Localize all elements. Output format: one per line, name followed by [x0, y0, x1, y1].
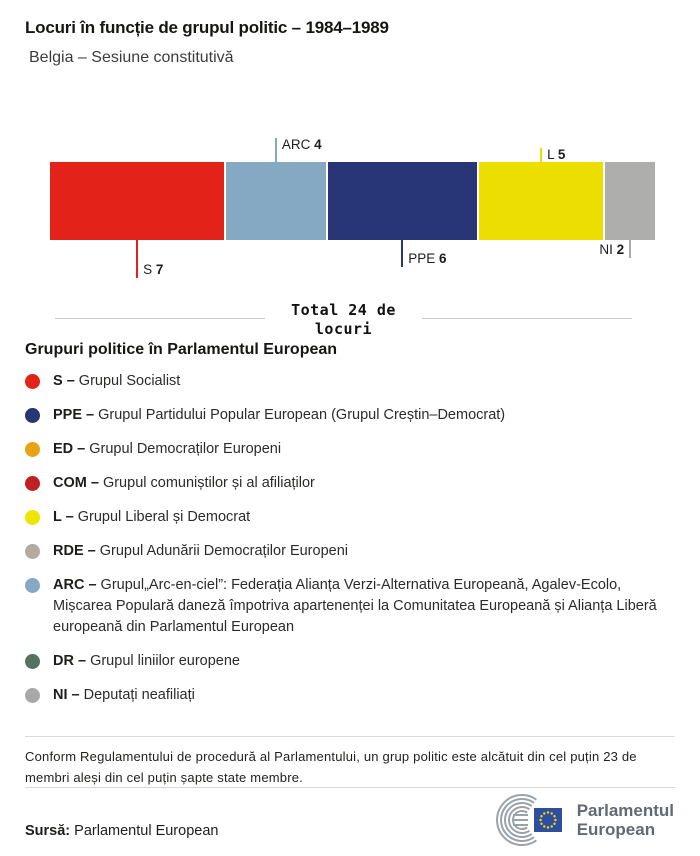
legend-dot-rde: [25, 544, 40, 559]
legend-item-rde: RDE – Grupul Adunării Democraților Europ…: [25, 541, 677, 562]
legend-dot-ni: [25, 688, 40, 703]
legend-label-ppe: PPE – Grupul Partidului Popular European…: [53, 407, 506, 423]
footnote-text: Conform Regulamentului de procedură al P…: [25, 749, 637, 785]
legend-label-l: L – Grupul Liberal și Democrat: [53, 509, 251, 525]
bar-tick-ppe: [401, 240, 404, 267]
legend-item-l: L – Grupul Liberal și Democrat: [25, 507, 677, 528]
logo-line1: Parlamentul: [576, 801, 674, 820]
legend-list: S – Grupul Socialist PPE – Grupul Partidu…: [25, 371, 677, 719]
logo-wordmark: Parlamentul European: [577, 801, 674, 839]
total-seats-label: Total 24 de locuri: [265, 301, 422, 338]
page-title: Locuri în funcție de grupul politic – 19…: [25, 18, 389, 37]
legend-dot-arc: [25, 578, 40, 593]
total-seats-divider: Total 24 de locuri: [55, 301, 632, 338]
hemicycle-eu-flag-icon: [495, 794, 562, 846]
bar-label-arc: ARC 4: [281, 137, 322, 152]
total-seats-line2: locuri: [314, 319, 373, 338]
legend-dot-dr: [25, 654, 40, 669]
legend-heading: Grupuri politice în Parlamentul European: [25, 341, 338, 358]
source-line: Sursă: Parlamentul European: [25, 823, 218, 839]
bar-segment-ni[interactable]: [605, 162, 655, 240]
legend-label-arc: ARC – Grupul„Arc-en-ciel”: Federația Ali…: [53, 577, 657, 635]
eu-flag-stars: [538, 811, 557, 829]
bar-tick-s: [136, 240, 139, 278]
source-value: Parlamentul European: [74, 823, 219, 839]
bar-tick-ni: [629, 240, 632, 258]
logo-line2: European: [576, 820, 656, 839]
legend-label-ni: NI – Deputați neafiliați: [53, 687, 195, 703]
legend-dot-com: [25, 476, 40, 491]
legend-label-dr: DR – Grupul liniilor europene: [53, 653, 240, 669]
source-label: Sursă:: [25, 823, 71, 839]
bar-label-l: L 5: [547, 147, 566, 162]
seat-bar: [50, 162, 655, 240]
bar-segment-s[interactable]: [50, 162, 225, 240]
legend-label-rde: RDE – Grupul Adunării Democraților Europ…: [53, 543, 348, 559]
bar-segment-ppe[interactable]: [327, 162, 477, 240]
legend-dot-l: [25, 510, 40, 525]
seat-bar-chart: S 7 ARC 4 PPE 6 L 5 NI 2: [50, 135, 655, 285]
bar-tick-l: [540, 148, 543, 162]
legend-label-com: COM – Grupul comuniștilor și al afiliați…: [53, 475, 315, 491]
legend-item-arc: ARC – Grupul„Arc-en-ciel”: Federația Ali…: [25, 575, 677, 638]
bar-segment-arc[interactable]: [226, 162, 326, 240]
bar-segment-l[interactable]: [478, 162, 604, 240]
legend-dot-ppe: [25, 408, 40, 423]
european-parliament-logo: Parlamentul European: [492, 794, 674, 846]
legend-item-com: COM – Grupul comuniștilor și al afiliați…: [25, 473, 677, 494]
legend-label-ed: ED – Grupul Democraților Europeni: [53, 441, 282, 457]
legend-dot-s: [25, 374, 40, 389]
legend-item-s: S – Grupul Socialist: [25, 371, 677, 392]
legend-label-s: S – Grupul Socialist: [53, 373, 181, 389]
divider-line-left: [55, 318, 266, 338]
footnote-divider-bottom: [25, 787, 675, 788]
total-seats-line1: Total 24 de: [291, 301, 396, 319]
page-subtitle: Belgia – Sesiune constitutivă: [29, 49, 234, 66]
legend-item-ed: ED – Grupul Democraților Europeni: [25, 439, 677, 460]
legend-item-ni: NI – Deputați neafiliați: [25, 685, 677, 706]
footnote-divider-top: [25, 736, 675, 737]
bar-label-ppe: PPE 6: [408, 251, 447, 266]
legend-item-dr: DR – Grupul liniilor europene: [25, 651, 677, 672]
legend-item-ppe: PPE – Grupul Partidului Popular European…: [25, 405, 677, 426]
legend-dot-ed: [25, 442, 40, 457]
bar-tick-arc: [274, 138, 277, 162]
divider-line-right: [421, 318, 632, 338]
bar-label-ni: NI 2: [599, 242, 625, 257]
bar-label-s: S 7: [143, 262, 164, 277]
